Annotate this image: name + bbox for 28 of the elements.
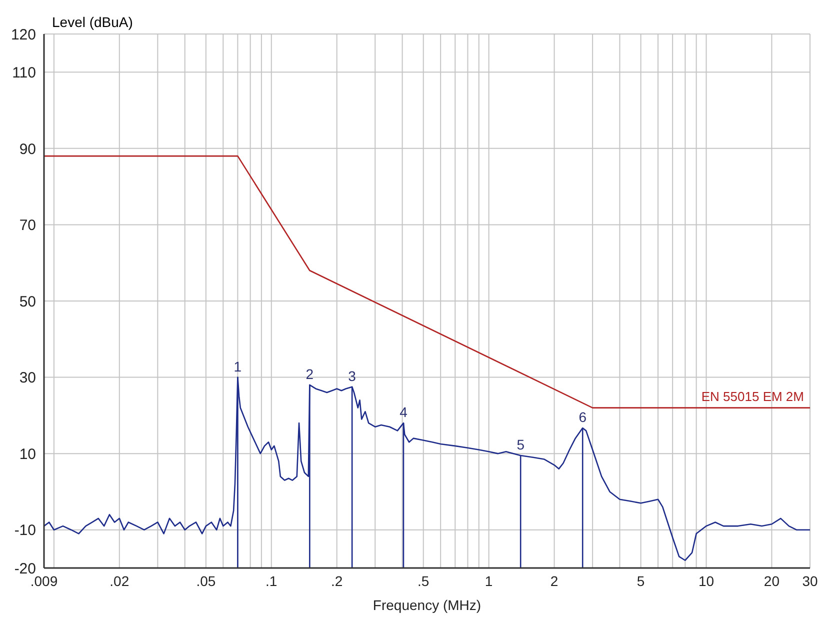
y-tick-label: 30 <box>19 370 36 387</box>
x-tick-label: 2 <box>550 572 558 589</box>
y-axis-title: Level (dBuA) <box>52 14 133 30</box>
x-tick-label: 10 <box>698 572 714 589</box>
y-tick-label: 70 <box>19 217 36 234</box>
x-tick-label: 5 <box>636 572 645 589</box>
series-label: EN 55015 EM 2M <box>701 388 804 404</box>
x-tick-label: .5 <box>418 572 430 589</box>
annotation: 2 <box>306 366 314 382</box>
y-tick-label: -10 <box>14 522 36 540</box>
x-axis-title: Frequency (MHz) <box>372 597 482 613</box>
y-tick-label: 10 <box>19 446 36 463</box>
annotation: 4 <box>400 404 408 420</box>
annotation: 1 <box>234 358 242 374</box>
annotation: 5 <box>516 436 525 452</box>
x-tick-label: 20 <box>764 572 780 589</box>
y-tick-label: 110 <box>12 64 36 82</box>
x-tick-label: .1 <box>266 572 278 589</box>
x-tick-label: .2 <box>330 572 343 589</box>
x-tick-label: .05 <box>196 572 216 589</box>
x-tick-label: 1 <box>484 572 493 589</box>
y-tick-label: 120 <box>10 26 36 44</box>
y-tick-label: 50 <box>19 293 36 310</box>
annotation: 6 <box>578 409 587 426</box>
y-tick-label: 90 <box>19 140 36 158</box>
annotation: 3 <box>348 368 356 384</box>
x-tick-label: .02 <box>110 572 130 589</box>
x-tick-label: 30 <box>802 572 818 589</box>
